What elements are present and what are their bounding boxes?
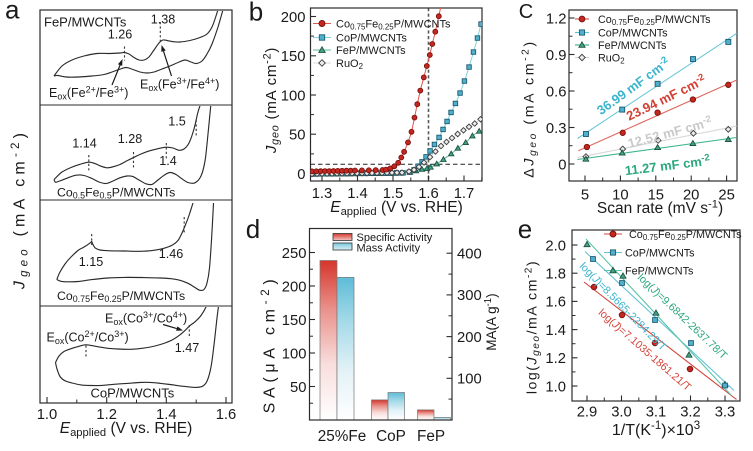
svg-text:Eox(Fe2+/Fe3+): Eox(Fe2+/Fe3+) [49,85,128,102]
svg-text:250: 250 [282,246,307,262]
svg-text:1.2: 1.2 [545,351,566,367]
svg-text:0.9: 0.9 [546,48,567,64]
svg-text:150: 150 [281,49,306,65]
svg-text:Eapplied (V vs. RHE): Eapplied (V vs. RHE) [60,420,193,439]
svg-text:50: 50 [290,380,306,396]
svg-text:200: 200 [281,10,306,26]
svg-text:ΔJgeo (mA cm-2): ΔJgeo (mA cm-2) [520,39,539,177]
svg-text:SA(μA cm-2): SA(μA cm-2) [260,275,279,414]
svg-text:Specific Activity: Specific Activity [357,232,433,244]
svg-text:1.6: 1.6 [545,295,566,311]
svg-text:1.4: 1.4 [156,407,177,423]
svg-text:1.4: 1.4 [159,154,177,168]
svg-text:1.3: 1.3 [312,186,333,202]
svg-text:20: 20 [683,188,699,204]
svg-text:5: 5 [581,188,589,204]
svg-text:1.6: 1.6 [418,186,439,202]
svg-text:3.3: 3.3 [715,405,736,421]
svg-text:100: 100 [281,88,306,104]
svg-text:15: 15 [648,188,664,204]
svg-text:b: b [249,0,263,27]
svg-text:CoP/MWCNTs: CoP/MWCNTs [91,386,175,401]
svg-text:CoP/MWCNTs: CoP/MWCNTs [598,28,668,40]
svg-text:1.6: 1.6 [216,407,237,423]
svg-text:1.14: 1.14 [72,137,97,151]
svg-text:Co0.75Fe0.25P/MWCNTs: Co0.75Fe0.25P/MWCNTs [598,14,711,27]
svg-text:FeP/MWCNTs: FeP/MWCNTs [44,15,127,30]
svg-text:Eox(Fe3+/Fe4+): Eox(Fe3+/Fe4+) [140,76,219,93]
svg-text:log(Jgeo/mA cm-2): log(Jgeo/mA cm-2) [523,260,542,394]
svg-text:Co0.5Fe0.5P/MWCNTs: Co0.5Fe0.5P/MWCNTs [57,186,175,201]
svg-text:Co0.75Fe0.25P/MWCNTs: Co0.75Fe0.25P/MWCNTs [629,229,742,242]
svg-text:Mass Activity: Mass Activity [357,243,421,255]
svg-text:Co0.75Fe0.25P/MWCNTs: Co0.75Fe0.25P/MWCNTs [57,289,185,304]
svg-text:1.15: 1.15 [79,255,104,269]
svg-text:1.8: 1.8 [545,267,566,283]
svg-text:150: 150 [282,313,307,329]
svg-text:Eapplied (V vs. RHE): Eapplied (V vs. RHE) [330,199,463,218]
svg-text:1.2: 1.2 [546,11,567,27]
svg-text:1.7: 1.7 [454,186,475,202]
svg-text:FeP: FeP [417,428,445,445]
svg-text:FeP/MWCNTs: FeP/MWCNTs [336,45,406,57]
svg-text:25%Fe: 25%Fe [318,428,366,445]
svg-text:Jgeo (mA cm-2): Jgeo (mA cm-2) [10,129,31,290]
svg-text:3.2: 3.2 [680,405,701,421]
svg-text:CoP/MWCNTs: CoP/MWCNTs [336,33,407,45]
svg-text:1.5: 1.5 [383,186,404,202]
svg-text:RuO2: RuO2 [598,53,625,66]
svg-text:Jgeo (mA cm-2): Jgeo (mA cm-2) [262,47,282,154]
svg-text:MA(A g-1): MA(A g-1) [483,293,499,350]
svg-text:300: 300 [457,288,482,304]
svg-text:1.46: 1.46 [159,247,184,261]
svg-text:FeP/MWCNTs: FeP/MWCNTs [598,40,667,52]
svg-text:FeP/MWCNTs: FeP/MWCNTs [625,266,694,278]
svg-text:Eox(Co2+/Co3+): Eox(Co2+/Co3+) [47,329,129,346]
svg-text:2.9: 2.9 [577,405,598,421]
svg-text:10: 10 [612,188,628,204]
svg-text:200: 200 [457,330,482,346]
svg-text:3.0: 3.0 [611,405,632,421]
svg-text:400: 400 [457,247,482,263]
svg-text:1.38: 1.38 [151,13,176,27]
svg-text:100: 100 [457,372,482,388]
svg-text:1.26: 1.26 [108,28,133,42]
svg-text:1.0: 1.0 [545,379,566,395]
svg-text:1.0: 1.0 [37,407,58,423]
svg-text:25: 25 [718,188,734,204]
svg-text:Co0.75Fe0.25P/MWCNTs: Co0.75Fe0.25P/MWCNTs [336,19,451,32]
svg-text:0: 0 [297,167,305,183]
svg-text:e: e [518,214,532,244]
svg-text:1.5: 1.5 [168,115,186,129]
svg-text:1.47: 1.47 [175,341,200,355]
svg-text:1.4: 1.4 [545,323,566,339]
svg-text:CoP/MWCNTs: CoP/MWCNTs [625,248,695,260]
svg-text:1.28: 1.28 [118,132,143,146]
svg-text:0: 0 [558,157,566,173]
svg-text:50: 50 [289,128,305,144]
svg-text:1/T(K-1)×103: 1/T(K-1)×103 [612,420,700,439]
svg-text:1.2: 1.2 [96,407,117,423]
svg-text:100: 100 [282,346,307,362]
svg-text:0.6: 0.6 [546,84,567,100]
svg-text:3.1: 3.1 [646,405,667,421]
svg-text:a: a [5,0,20,25]
svg-text:Scan rate (mV s-1): Scan rate (mV s-1) [597,198,723,217]
svg-text:200: 200 [282,279,307,295]
svg-text:RuO2: RuO2 [336,58,363,71]
svg-text:Eox(Co3+/Co4+): Eox(Co3+/Co4+) [105,310,187,327]
svg-text:0.3: 0.3 [546,121,567,137]
svg-text:CoP: CoP [376,428,406,445]
svg-text:2.0: 2.0 [545,238,566,254]
svg-text:1.4: 1.4 [347,186,368,202]
svg-text:C: C [519,1,533,23]
svg-text:d: d [246,214,260,244]
